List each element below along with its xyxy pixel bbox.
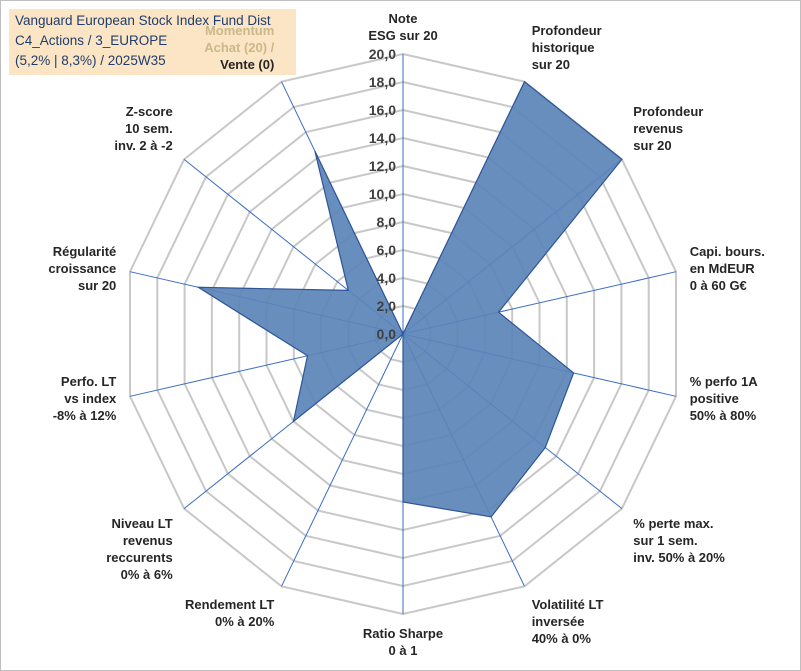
axis-label-line: Note <box>389 11 418 26</box>
axis-label: Perfo. LT vs index -8% à 12% <box>53 374 117 423</box>
tick-label: 10,0 <box>369 186 396 202</box>
radar-data-area <box>196 80 623 518</box>
axis-label-line: sur 20 <box>78 278 116 293</box>
axis-label: Capi. bours. en MdEUR 0 à 60 G€ <box>690 244 765 293</box>
axis-label-line: Vente (0) <box>220 57 274 72</box>
axis-label-line: 0% à 6% <box>121 567 173 582</box>
axis-label-line: Ratio Sharpe <box>363 626 443 641</box>
axis-label-line: historique <box>532 40 595 55</box>
tick-label: 12,0 <box>369 158 396 174</box>
axis-label: % perfo 1A positive 50% à 80% <box>690 374 759 423</box>
tick-label: 4,0 <box>377 270 397 286</box>
axis-label: Régularité croissance sur 20 <box>48 244 116 293</box>
axis-label-line: inv. 2 à -2 <box>114 138 172 153</box>
tick-label: 8,0 <box>377 214 397 230</box>
axis-label-line: revenus <box>633 121 683 136</box>
tick-label: 16,0 <box>369 102 396 118</box>
axis-label-line: 50% à 80% <box>690 408 757 423</box>
radar-spoke <box>281 333 404 587</box>
axis-label-line: inv. 50% à 20% <box>633 550 725 565</box>
axis-label-line: 10 sem. <box>125 121 173 136</box>
axis-label-line: Niveau LT <box>112 516 173 531</box>
chart-title-line-2: C4_Actions / 3_EUROPE <box>15 33 168 48</box>
axis-label: Rendement LT 0% à 20% <box>185 597 275 629</box>
radar-tick-labels: 0,0 2,0 4,0 6,0 8,0 10,0 12,0 14,0 16,0 18,0 20,0 <box>369 46 396 342</box>
axis-label-line: croissance <box>48 261 116 276</box>
tick-label: 6,0 <box>377 242 397 258</box>
tick-label: 0,0 <box>377 326 397 342</box>
axis-label: Niveau LT revenus reccurents 0% à 6% <box>106 516 173 582</box>
axis-label-line: % perfo 1A <box>690 374 759 389</box>
axis-label: Momentum Achat (20) / Vente (0) <box>204 23 274 72</box>
axis-label-line: ESG sur 20 <box>368 28 437 43</box>
radar-axis-labels: Note ESG sur 20 Profondeur historique sur 20… <box>48 11 764 658</box>
tick-label: 2,0 <box>377 298 397 314</box>
axis-label-line: vs index <box>64 391 117 406</box>
axis-label-line: Profondeur <box>633 104 703 119</box>
tick-label: 20,0 <box>369 46 396 62</box>
axis-label-line: Rendement LT <box>185 597 274 612</box>
axis-label-line: en MdEUR <box>690 261 756 276</box>
chart-title-box: Vanguard European Stock Index Fund Dist … <box>9 9 296 75</box>
axis-label-line: sur 20 <box>633 138 671 153</box>
axis-label-line: sur 1 sem. <box>633 533 697 548</box>
axis-label-line: reccurents <box>106 550 172 565</box>
axis-label-line: Volatilité LT <box>532 597 604 612</box>
axis-label-line: Profondeur <box>532 23 602 38</box>
axis-label: Z-score 10 sem. inv. 2 à -2 <box>114 104 172 153</box>
axis-label-line: Momentum <box>205 23 274 38</box>
chart-title-line-1: Vanguard European Stock Index Fund Dist <box>15 13 271 28</box>
axis-label-line: positive <box>690 391 739 406</box>
axis-label-line: Régularité <box>53 244 117 259</box>
axis-label-line: Perfo. LT <box>61 374 116 389</box>
axis-label: Note ESG sur 20 <box>368 11 437 43</box>
axis-label: Profondeur revenus sur 20 <box>633 104 703 153</box>
axis-label-line: Achat (20) / <box>204 40 274 55</box>
axis-label: Ratio Sharpe 0 à 1 <box>363 626 443 658</box>
axis-label-line: 40% à 0% <box>532 631 592 646</box>
tick-label: 18,0 <box>369 74 396 90</box>
axis-label-line: inversée <box>532 614 585 629</box>
axis-label: Volatilité LT inversée 40% à 0% <box>532 597 604 646</box>
tick-label: 14,0 <box>369 130 396 146</box>
axis-label-line: -8% à 12% <box>53 408 117 423</box>
chart-title-line-3: (5,2% | 8,3%) / 2025W35 <box>15 53 166 68</box>
axis-label: Profondeur historique sur 20 <box>532 23 602 72</box>
axis-label-line: 0 à 1 <box>389 643 418 658</box>
axis-label-line: % perte max. <box>633 516 713 531</box>
axis-label-line: 0% à 20% <box>215 614 275 629</box>
axis-label-line: Z-score <box>126 104 173 119</box>
axis-label-line: revenus <box>123 533 173 548</box>
axis-label-line: Capi. bours. <box>690 244 765 259</box>
axis-label-line: 0 à 60 G€ <box>690 278 747 293</box>
axis-label: % perte max. sur 1 sem. inv. 50% à 20% <box>633 516 725 565</box>
axis-label-line: sur 20 <box>532 57 570 72</box>
